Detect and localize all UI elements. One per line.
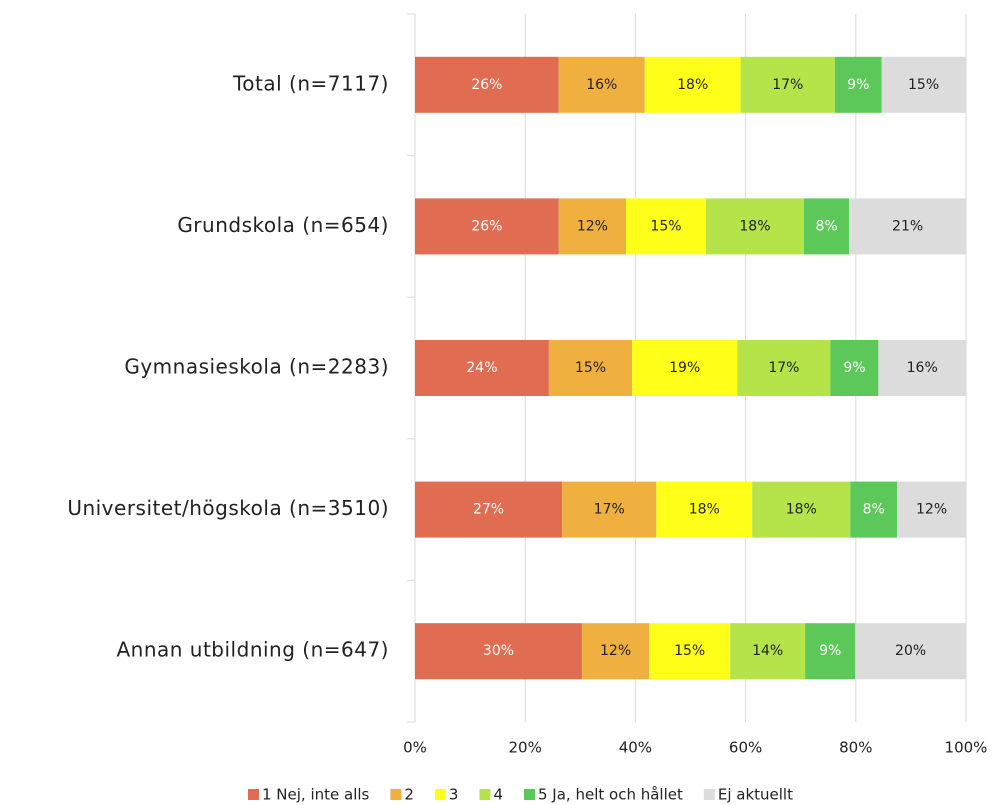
bar-segment (415, 340, 549, 396)
value-label: 20% (895, 643, 926, 659)
legend-label: 2 (404, 786, 414, 804)
value-label: 9% (819, 643, 841, 659)
legend-label: Ej aktuellt (718, 786, 793, 804)
bar-segment (897, 481, 966, 538)
legend-label: 1 Nej, inte alls (262, 786, 370, 804)
value-label: 12% (577, 218, 608, 234)
legend-swatch (248, 789, 260, 800)
bar-segment (805, 623, 856, 680)
legend-swatch (390, 789, 402, 800)
bar-segment (415, 198, 559, 255)
bar-segment (737, 340, 831, 396)
value-label: 15% (908, 77, 939, 93)
bar-segment (849, 198, 966, 255)
x-tick-label: 0% (403, 739, 427, 757)
bar-segment (548, 340, 633, 396)
value-label: 24% (466, 360, 497, 376)
x-tick-label: 80% (839, 739, 872, 757)
bar-segment (415, 56, 559, 113)
bar-segment (581, 623, 650, 680)
value-label: 18% (786, 502, 817, 518)
value-label: 26% (471, 77, 502, 93)
bar-segment (558, 56, 645, 113)
value-label: 16% (907, 360, 938, 376)
category-label: Gymnasieskola (n=2283) (124, 355, 389, 379)
bar-segment (656, 481, 753, 538)
bar-segment (632, 340, 738, 396)
bar-segment (850, 481, 898, 538)
bar-segment (558, 198, 627, 255)
legend-swatch (703, 789, 715, 800)
x-tick-label: 100% (945, 739, 988, 757)
value-label: 18% (689, 502, 720, 518)
value-label: 16% (586, 77, 617, 93)
bar-segment (649, 623, 731, 680)
bar-segment (878, 340, 966, 396)
bar-segment (855, 623, 966, 680)
bar-segment (804, 198, 850, 255)
value-label: 12% (600, 643, 631, 659)
legend-swatch (479, 789, 491, 800)
bar-segment (740, 56, 835, 113)
legend-swatch (524, 789, 536, 800)
value-label: 21% (892, 218, 923, 234)
bar-segment (881, 56, 966, 113)
x-tick-label: 40% (619, 739, 652, 757)
bar-segment (415, 623, 582, 680)
value-label: 26% (471, 218, 502, 234)
bar-segment (644, 56, 741, 113)
bar-segment (830, 340, 879, 396)
legend-swatch (434, 789, 446, 800)
value-label: 27% (473, 502, 504, 518)
bar-segment (730, 623, 806, 680)
value-label: 9% (847, 77, 869, 93)
x-tick-label: 60% (729, 739, 762, 757)
bar-segment (705, 198, 805, 255)
value-label: 8% (815, 218, 837, 234)
value-label: 17% (772, 77, 803, 93)
value-label: 18% (739, 218, 770, 234)
value-label: 15% (650, 218, 681, 234)
value-label: 19% (669, 360, 700, 376)
value-label: 15% (674, 643, 705, 659)
value-label: 14% (752, 643, 783, 659)
category-label: Annan utbildning (n=647) (116, 638, 389, 662)
value-label: 8% (863, 502, 885, 518)
category-label: Universitet/högskola (n=3510) (67, 496, 389, 520)
legend-label: 5 Ja, helt och hållet (538, 786, 683, 804)
category-label: Total (n=7117) (232, 71, 389, 95)
x-tick-label: 20% (509, 739, 542, 757)
value-label: 18% (677, 77, 708, 93)
bar-segment (415, 481, 563, 538)
value-label: 12% (916, 502, 947, 518)
value-label: 15% (575, 360, 606, 376)
value-label: 17% (594, 502, 625, 518)
value-label: 9% (843, 360, 865, 376)
value-label: 17% (768, 360, 799, 376)
bar-segment (562, 481, 657, 538)
category-label: Grundskola (n=654) (177, 213, 389, 237)
bar-segment (626, 198, 706, 255)
legend-label: 3 (449, 786, 459, 804)
legend-label: 4 (493, 786, 503, 804)
bar-segment (752, 481, 851, 538)
value-label: 30% (483, 643, 514, 659)
bar-segment (834, 56, 882, 113)
